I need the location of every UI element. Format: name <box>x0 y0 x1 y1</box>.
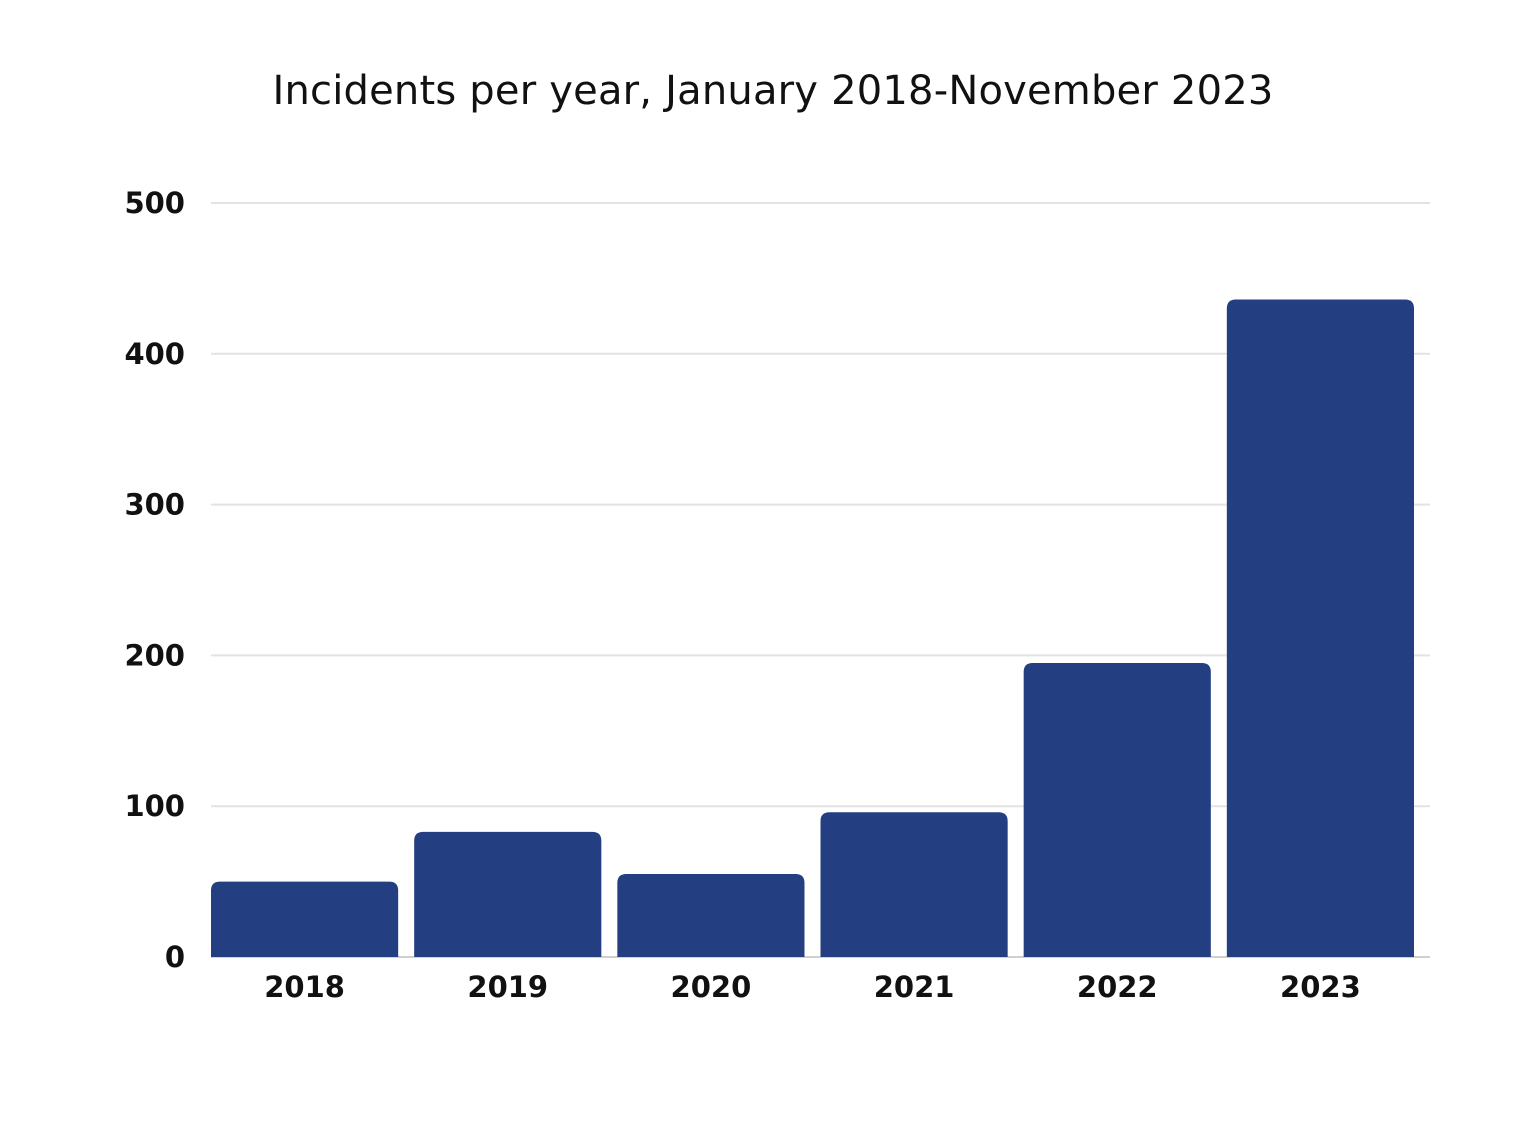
y-tick-label: 100 <box>124 789 185 823</box>
y-tick-label: 500 <box>124 186 185 220</box>
x-tick-label: 2022 <box>1077 970 1158 1004</box>
x-tick-label: 2021 <box>874 970 955 1004</box>
bar-2021 <box>820 812 1008 957</box>
x-tick-label: 2019 <box>467 970 548 1004</box>
x-tick-label: 2020 <box>671 970 752 1004</box>
x-tick-label: 2023 <box>1280 970 1361 1004</box>
bars <box>211 299 1414 958</box>
y-tick-label: 200 <box>124 638 185 672</box>
bar-2023 <box>1226 299 1414 958</box>
x-axis-tick-labels: 2018 2019 2020 2021 2022 2023 <box>264 970 1361 1004</box>
bar-2020 <box>617 874 805 957</box>
chart-title: Incidents per year, January 2018-Novembe… <box>272 68 1274 114</box>
y-tick-label: 0 <box>165 940 185 974</box>
y-tick-label: 300 <box>124 488 185 522</box>
bar-2022 <box>1023 662 1211 957</box>
bar-2019 <box>414 831 602 957</box>
bar-2018 <box>211 881 399 957</box>
x-tick-label: 2018 <box>264 970 345 1004</box>
y-tick-label: 400 <box>124 337 185 371</box>
y-axis-tick-labels: 0 100 200 300 400 500 <box>124 186 185 974</box>
